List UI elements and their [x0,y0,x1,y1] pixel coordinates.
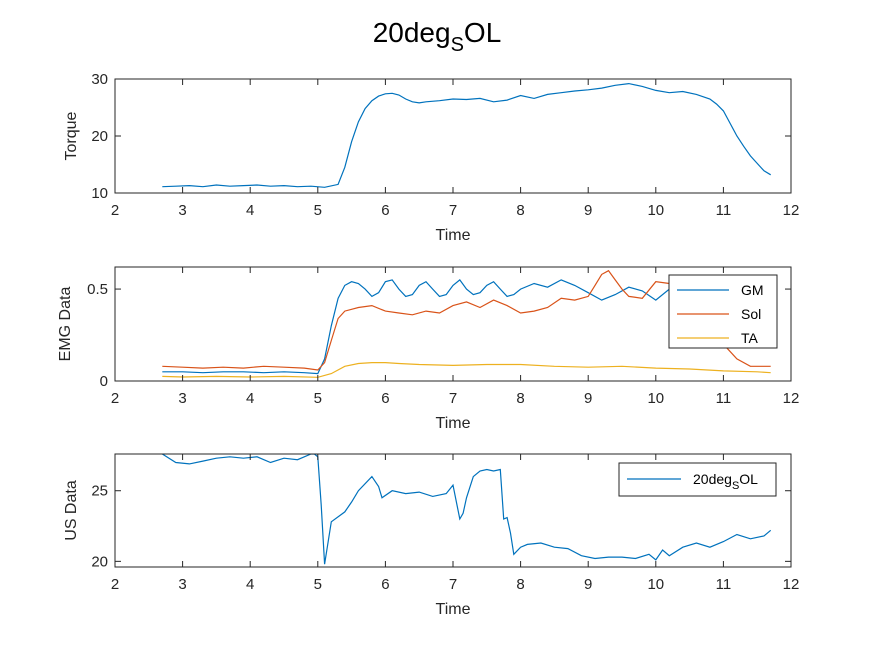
legend-label-sol: Sol [741,306,761,322]
plot-area [115,79,791,193]
x-tick-label: 2 [111,576,119,593]
x-tick-label: 10 [647,390,664,407]
figure-title-tail: OL [464,17,501,48]
x-axis-label: Time [436,415,471,432]
x-tick-label: 5 [314,202,322,219]
x-tick-label: 8 [516,576,524,593]
x-tick-label: 3 [178,576,186,593]
x-tick-label: 2 [111,202,119,219]
y-axis-label: US Data [63,480,80,541]
x-tick-label: 7 [449,202,457,219]
x-tick-label: 9 [584,576,592,593]
figure-title-subscript: S [451,34,464,56]
x-tick-label: 12 [783,576,800,593]
y-tick-label: 10 [91,185,108,202]
figure-title-main: 20deg [373,17,451,48]
y-tick-label: 0.5 [87,281,108,298]
legend-label-gm: GM [741,282,764,298]
x-tick-label: 4 [246,576,254,593]
figure-title: 20degSOL [373,17,502,56]
legend-label-ta: TA [741,330,759,346]
series-line-1 [162,82,772,188]
x-tick-label: 3 [178,202,186,219]
x-axis-label: Time [436,601,471,618]
x-tick-label: 12 [783,202,800,219]
series-line-1 [161,454,772,565]
x-tick-label: 4 [246,202,254,219]
series-line-ta [162,362,771,378]
torque-subplot: 2 3 4 5 6 7 8 9 10 11 12 10 20 30 Time Torque [63,71,799,244]
x-tick-label: 10 [647,576,664,593]
x-tick-label: 12 [783,390,800,407]
x-tick-label: 6 [381,576,389,593]
x-tick-label: 2 [111,390,119,407]
x-tick-label: 5 [314,390,322,407]
x-tick-label: 7 [449,390,457,407]
y-tick-label: 0 [100,373,108,390]
x-tick-label: 9 [584,202,592,219]
us-subplot: 2 3 4 5 6 7 8 9 10 11 12 20 25 Time US Data 20degSOL [63,453,800,618]
y-tick-label: 30 [91,71,108,88]
y-axis-label: EMG Data [57,287,74,362]
x-tick-label: 6 [381,390,389,407]
x-tick-label: 3 [178,390,186,407]
y-tick-label: 20 [91,553,108,570]
y-tick-label: 25 [91,483,108,500]
legend-box [668,274,778,349]
x-tick-label: 11 [716,202,732,219]
series-line-gm [162,279,724,375]
y-axis-label: Torque [63,111,80,160]
x-tick-label: 10 [647,202,664,219]
x-tick-label: 11 [716,576,732,593]
x-tick-label: 6 [381,202,389,219]
x-tick-label: 5 [314,576,322,593]
x-tick-label: 11 [716,390,732,407]
emg-subplot: 2 3 4 5 6 7 8 9 10 11 12 0 0.5 Time EMG Data GM Sol TA [57,266,800,432]
y-tick-label: 20 [91,128,108,145]
x-tick-label: 8 [516,390,524,407]
x-tick-label: 7 [449,576,457,593]
series-line-sol [162,269,771,371]
x-tick-label: 4 [246,390,254,407]
x-axis-label: Time [436,227,471,244]
legend-label: 20degSOL [693,471,758,492]
x-tick-label: 8 [516,202,524,219]
x-tick-label: 9 [584,390,592,407]
